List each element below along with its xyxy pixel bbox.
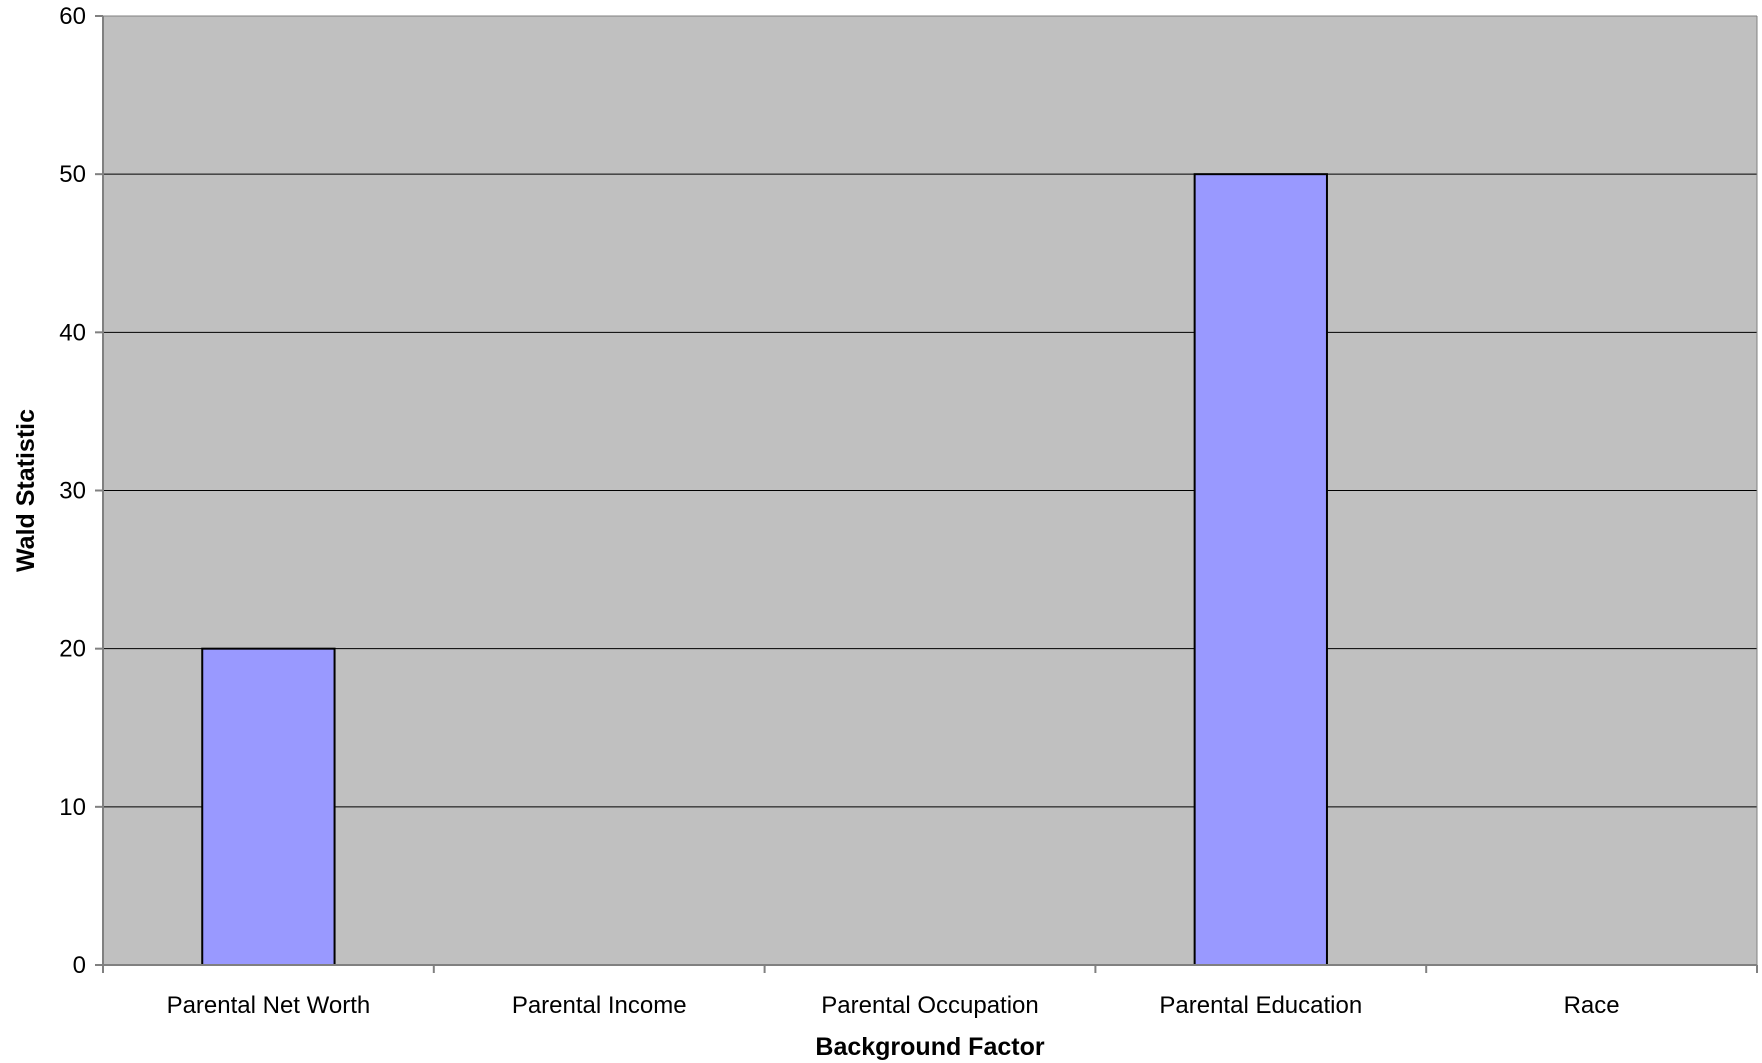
y-tick-label: 50 — [59, 161, 86, 188]
bars — [201, 173, 1328, 967]
x-tick-label: Parental Income — [512, 992, 687, 1019]
x-tick-label: Parental Education — [1159, 992, 1362, 1019]
bar-parental-net-worth — [201, 647, 336, 967]
x-axis-title: Background Factor — [815, 1033, 1044, 1061]
x-axis-ticks: Parental Net Worth Parental Income Parenta… — [102, 965, 1758, 1019]
bar-parental-education — [1193, 173, 1328, 966]
y-tick-label: 40 — [59, 319, 86, 346]
y-axis-title: Wald Statistic — [12, 409, 40, 572]
x-tick-label: Parental Occupation — [821, 992, 1038, 1019]
y-tick-label: 10 — [59, 794, 86, 821]
x-tick-label: Race — [1564, 992, 1620, 1019]
y-tick-label: 30 — [59, 478, 86, 505]
y-tick-label: 0 — [73, 952, 86, 979]
y-tick-label: 60 — [59, 3, 86, 30]
y-axis-ticks: 0 10 20 30 40 50 60 — [59, 3, 103, 979]
x-tick-label: Parental Net Worth — [167, 992, 371, 1019]
gridlines — [103, 173, 1757, 808]
y-tick-label: 20 — [59, 636, 86, 663]
